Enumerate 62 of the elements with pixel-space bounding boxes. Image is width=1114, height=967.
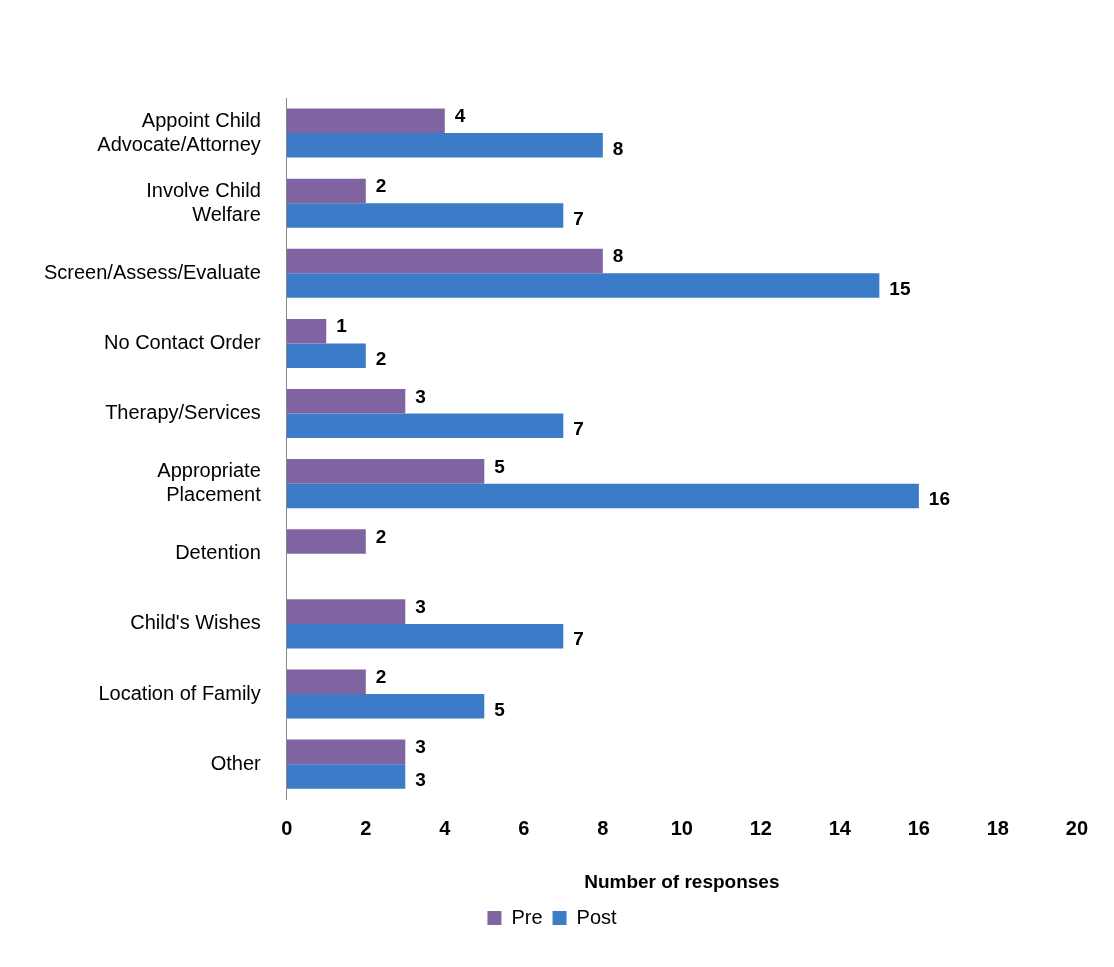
bar — [286, 389, 406, 414]
data-label: 3 — [415, 385, 426, 407]
x-tick-label: 0 — [281, 816, 293, 839]
bar — [286, 343, 366, 368]
x-tick-label: 14 — [828, 816, 852, 839]
y-tick-label: Screen/Assess/Evaluate — [44, 260, 261, 283]
x-tick-label: 8 — [597, 816, 609, 839]
bar — [286, 694, 485, 719]
bar — [286, 178, 366, 204]
legend-label: Post — [576, 905, 618, 928]
y-tick-label: Location of Family — [98, 681, 261, 704]
y-tick-label: Therapy/Services — [105, 401, 261, 424]
x-tick-label: 20 — [1065, 816, 1088, 839]
data-label: 7 — [573, 207, 584, 229]
bar — [286, 108, 445, 134]
data-label: 3 — [415, 736, 426, 758]
bar — [286, 203, 564, 228]
bar — [286, 318, 327, 344]
bar — [286, 764, 406, 789]
y-tick-label: Child's Wishes — [130, 611, 261, 634]
y-tick-label: Other — [210, 751, 262, 774]
x-tick-label: 10 — [670, 816, 693, 839]
bar — [286, 739, 406, 765]
y-tick-label: Involve Child Welfare — [146, 178, 261, 225]
bar — [286, 459, 485, 484]
data-label: 2 — [375, 525, 387, 547]
bar — [286, 669, 366, 695]
bar — [286, 133, 603, 158]
bar — [286, 623, 564, 649]
data-label: 8 — [612, 137, 624, 159]
data-label: 2 — [375, 175, 387, 197]
data-label: 7 — [573, 628, 584, 650]
data-label: 4 — [454, 105, 466, 127]
data-label: 2 — [375, 347, 387, 369]
x-tick-label: 18 — [986, 816, 1009, 839]
data-label: 2 — [375, 665, 387, 687]
x-axis-title: Number of responses — [584, 870, 780, 892]
data-label: 7 — [573, 418, 584, 440]
legend-label: Pre — [511, 905, 543, 928]
data-label: 8 — [612, 245, 624, 267]
y-tick-label: No Contact Order — [104, 330, 262, 353]
bar — [286, 599, 406, 624]
x-tick-label: 6 — [518, 816, 530, 839]
data-label: 3 — [415, 768, 426, 790]
bar — [286, 529, 366, 554]
data-label: 1 — [336, 315, 348, 337]
y-tick-label: Appoint Child Advocate/Attorney — [97, 108, 261, 155]
bar — [286, 483, 919, 509]
data-label: 16 — [928, 488, 950, 510]
x-tick-label: 12 — [749, 816, 772, 839]
data-label: 15 — [889, 277, 911, 299]
y-tick-label: Appropriate Placement — [157, 459, 262, 506]
x-tick-label: 2 — [360, 816, 372, 839]
data-label: 5 — [494, 455, 506, 477]
x-tick-label: 16 — [907, 816, 930, 839]
bar — [286, 413, 564, 439]
bar — [286, 248, 603, 274]
x-tick-label: 4 — [439, 816, 452, 839]
bar — [286, 273, 880, 298]
data-label: 3 — [415, 595, 426, 617]
y-tick-label: Detention — [175, 541, 261, 564]
data-label: 5 — [494, 698, 506, 720]
